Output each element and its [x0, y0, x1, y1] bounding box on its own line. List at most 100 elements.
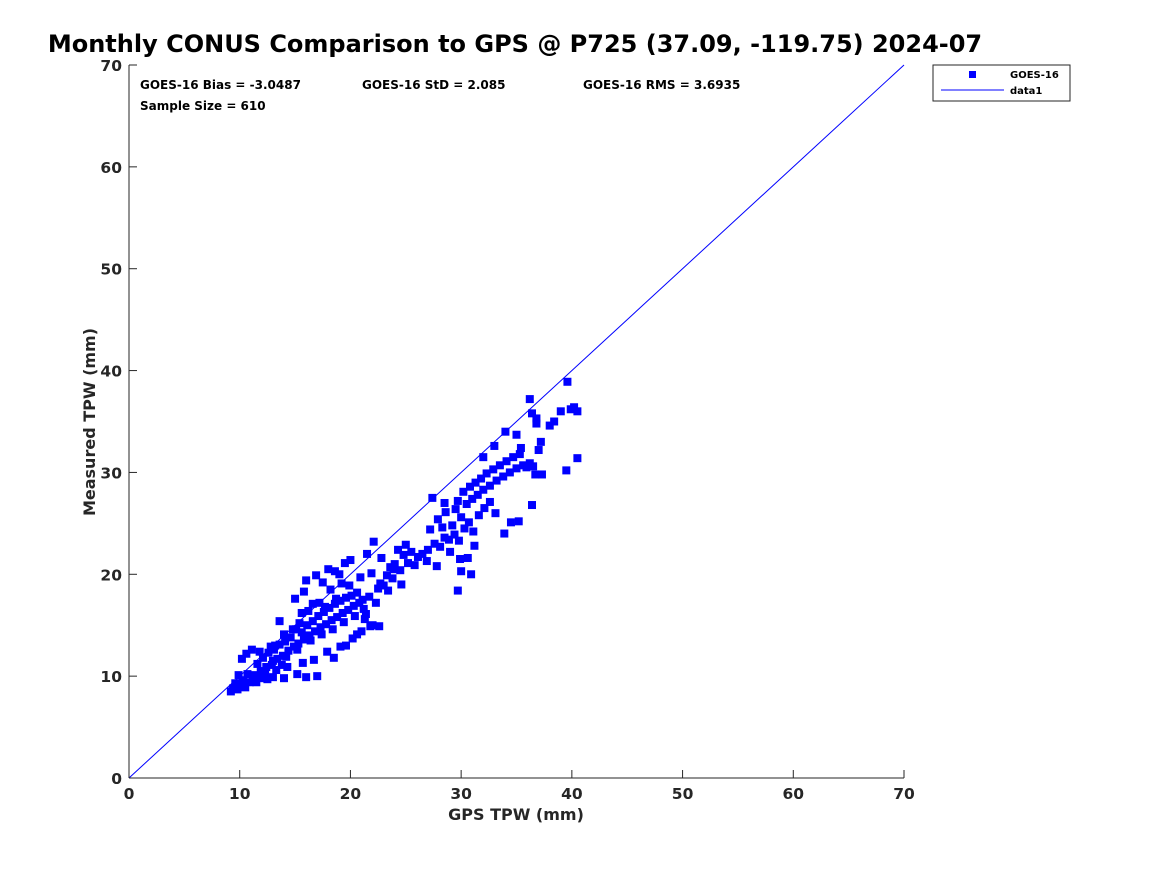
data-point	[297, 628, 306, 637]
data-point	[473, 490, 482, 499]
data-point	[556, 407, 565, 416]
data-point	[288, 625, 297, 634]
data-point	[306, 636, 315, 645]
data-point	[485, 481, 494, 490]
data-point	[326, 585, 335, 594]
data-point	[428, 493, 437, 502]
data-point	[320, 602, 329, 611]
data-point	[295, 619, 304, 628]
data-point	[361, 610, 370, 619]
data-point	[257, 674, 266, 683]
data-point	[450, 530, 459, 539]
data-point	[332, 594, 341, 603]
data-point	[330, 567, 339, 576]
data-point	[360, 615, 369, 624]
data-point	[382, 571, 391, 580]
data-point	[241, 683, 250, 692]
data-point	[357, 627, 366, 636]
data-point	[457, 513, 466, 522]
data-point	[440, 533, 449, 542]
y-tick-label: 50	[100, 261, 122, 279]
data-point	[390, 560, 399, 569]
data-point	[255, 647, 264, 656]
data-point	[426, 525, 435, 534]
data-point	[462, 500, 471, 509]
data-point	[457, 567, 466, 576]
data-point	[448, 521, 457, 530]
data-point	[534, 446, 543, 455]
data-point	[369, 537, 378, 546]
data-point	[268, 673, 277, 682]
data-point	[339, 618, 348, 627]
y-tick-label: 70	[100, 57, 122, 75]
data-point	[271, 641, 280, 650]
y-tick-label: 40	[100, 363, 122, 381]
data-point	[363, 549, 372, 558]
y-axis-label: Measured TPW (mm)	[80, 328, 99, 516]
std-annotation: GOES-16 StD = 2.085	[362, 78, 505, 92]
data-point	[298, 658, 307, 667]
y-tick-label: 30	[100, 464, 122, 482]
data-point	[499, 472, 508, 481]
data-point	[525, 395, 534, 404]
data-point	[267, 660, 276, 669]
data-point	[272, 666, 281, 675]
data-point	[243, 670, 252, 679]
data-point	[327, 616, 336, 625]
data-point	[252, 678, 261, 687]
data-point	[396, 566, 405, 575]
data-point	[469, 527, 478, 536]
data-point	[454, 536, 463, 545]
data-point	[275, 617, 284, 626]
data-point	[515, 450, 524, 459]
data-point	[440, 498, 449, 507]
one-to-one-line	[128, 64, 905, 779]
data-point	[365, 592, 374, 601]
data-point	[336, 642, 345, 651]
data-point	[470, 541, 479, 550]
data-point	[366, 622, 375, 631]
data-point	[516, 443, 525, 452]
data-point	[399, 550, 408, 559]
data-point	[451, 505, 460, 514]
data-point	[299, 587, 308, 596]
data-point	[253, 659, 262, 668]
data-point	[404, 559, 412, 568]
plot-area: 0 10 20 30 40 50 60 70 0 10 20 30 40 50 60 70	[100, 57, 915, 803]
data-point	[436, 542, 445, 551]
data-point	[433, 515, 442, 524]
x-axis-ticks: 0 10 20 30 40 50 60 70	[124, 770, 915, 803]
data-point	[348, 634, 357, 643]
x-tick-label: 50	[672, 785, 694, 803]
x-tick-label: 60	[782, 785, 804, 803]
data-point	[247, 645, 256, 654]
data-point	[422, 557, 431, 566]
data-point	[394, 545, 403, 554]
data-marks	[128, 64, 905, 779]
data-point	[268, 656, 277, 665]
data-point	[266, 642, 275, 651]
y-tick-label: 60	[100, 159, 122, 177]
x-tick-label: 20	[340, 785, 362, 803]
data-point	[562, 466, 571, 475]
data-point	[389, 565, 398, 574]
data-point	[328, 625, 337, 634]
data-point	[297, 608, 306, 617]
data-point	[413, 552, 422, 561]
data-point	[529, 462, 538, 471]
data-point	[280, 674, 288, 683]
data-point	[282, 652, 291, 661]
data-point	[303, 621, 312, 630]
data-point	[353, 630, 362, 639]
data-point	[335, 570, 344, 579]
data-point	[293, 670, 302, 679]
legend-label-goes16: GOES-16	[1010, 70, 1059, 81]
data-point	[229, 684, 238, 693]
x-tick-label: 70	[893, 785, 915, 803]
data-point	[512, 464, 521, 473]
data-point	[446, 547, 455, 556]
data-point	[485, 497, 494, 506]
data-point	[319, 607, 328, 616]
data-point	[325, 603, 334, 612]
